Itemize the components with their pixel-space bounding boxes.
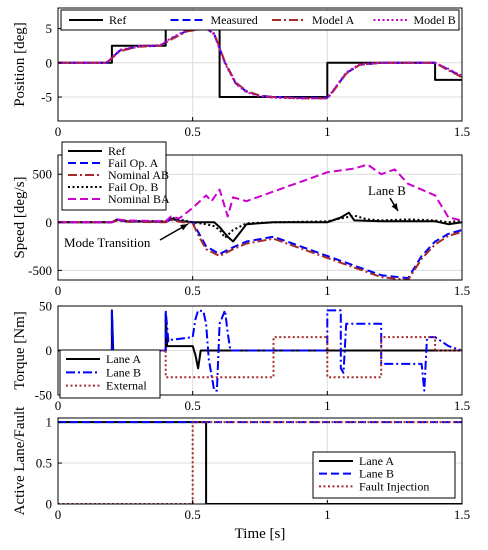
axis-box bbox=[57, 417, 463, 505]
x-tick-label: 1.5 bbox=[454, 398, 470, 413]
series-group bbox=[58, 26, 462, 100]
legend-box bbox=[61, 141, 167, 211]
panel-1: 0 0.5 1 1.5 -5 0 5 Position [deg] Ref Measured Mod… bbox=[12, 7, 470, 139]
x-tick-label: 1.5 bbox=[454, 283, 470, 298]
y-tick-label: -500 bbox=[28, 263, 52, 278]
legend-label: Model B bbox=[413, 13, 455, 27]
series-line-nominal-ab bbox=[58, 218, 462, 280]
legend: Ref Measured Model A Model B bbox=[60, 9, 460, 31]
annotation: Lane B bbox=[368, 183, 406, 212]
legend-box bbox=[60, 9, 460, 31]
panel-4: 0 0.5 1 1.5 0 0.5 1 Active Lane/Fault Time [s] La… bbox=[12, 406, 470, 542]
annotation-label: Lane B bbox=[368, 183, 406, 198]
legend-label: Lane B bbox=[106, 365, 141, 379]
y-axis-label: Active Lane/Fault bbox=[12, 406, 28, 516]
y-tick-label: 500 bbox=[33, 167, 53, 182]
legend-label: Lane A bbox=[359, 454, 394, 468]
series-line-lane-b bbox=[58, 309, 462, 392]
y-axis-label: Torque [Nm] bbox=[12, 311, 28, 390]
series-line-nominal-ba bbox=[58, 163, 462, 224]
y-tick-label: -50 bbox=[35, 388, 52, 403]
x-tick-label: 0.5 bbox=[185, 283, 201, 298]
x-tick-label: 0.5 bbox=[185, 507, 201, 522]
legend-label: Fail Op. B bbox=[108, 180, 158, 194]
y-tick-label: 0 bbox=[46, 55, 53, 70]
annotation-arrowhead bbox=[180, 224, 188, 231]
legend-box bbox=[312, 451, 456, 499]
legend-label: Lane B bbox=[359, 467, 394, 481]
series-line-external bbox=[58, 336, 462, 379]
legend-label: Nominal AB bbox=[108, 168, 169, 182]
axis-box bbox=[57, 154, 463, 281]
annotation: Mode Transition bbox=[64, 223, 189, 250]
legend-label: Lane A bbox=[106, 352, 141, 366]
legend-label: Model A bbox=[312, 13, 355, 27]
y-tick-label: 5 bbox=[46, 21, 53, 36]
legend-label: Nominal BA bbox=[108, 192, 170, 206]
axis-box bbox=[57, 7, 463, 122]
x-tick-label: 1.5 bbox=[454, 124, 470, 139]
x-tick-label: 0 bbox=[55, 283, 62, 298]
legend-label: Ref bbox=[109, 13, 126, 27]
y-tick-label: 0 bbox=[46, 215, 53, 230]
x-tick-label: 1 bbox=[324, 283, 331, 298]
series-line-model-b bbox=[58, 26, 462, 100]
series-group bbox=[58, 163, 462, 280]
x-tick-label: 1 bbox=[324, 124, 331, 139]
y-tick-label: 50 bbox=[39, 299, 52, 314]
y-tick-label: 0 bbox=[46, 343, 53, 358]
legend-label: Measured bbox=[210, 13, 257, 27]
x-tick-label: 0 bbox=[55, 124, 62, 139]
series-line-ref bbox=[58, 27, 462, 98]
y-axis-label: Position [deg] bbox=[12, 22, 28, 107]
x-tick-label: 1 bbox=[324, 507, 331, 522]
x-tick-label: 1 bbox=[324, 398, 331, 413]
annotation-label: Mode Transition bbox=[64, 235, 151, 250]
y-axis-label: Speed [deg/s] bbox=[12, 176, 28, 258]
series-line-fault-injection bbox=[58, 421, 462, 504]
legend-label: External bbox=[106, 379, 147, 393]
legend-label: Ref bbox=[108, 144, 125, 158]
annotation-arrowhead bbox=[391, 203, 398, 211]
y-tick-label: 0 bbox=[46, 497, 53, 512]
x-tick-label: 1.5 bbox=[454, 507, 470, 522]
x-tick-label: 0.5 bbox=[185, 124, 201, 139]
series-line-fail-op-a bbox=[58, 218, 462, 280]
series-group bbox=[58, 421, 462, 504]
x-tick-label: 0.5 bbox=[185, 398, 201, 413]
y-tick-label: 1 bbox=[46, 415, 53, 430]
x-axis-label: Time [s] bbox=[235, 526, 286, 542]
legend-label: Fault Injection bbox=[359, 479, 429, 493]
x-tick-label: 0 bbox=[55, 507, 62, 522]
x-tick-label: 0 bbox=[55, 398, 62, 413]
y-tick-label: -5 bbox=[41, 90, 52, 105]
y-tick-label: 0.5 bbox=[36, 456, 52, 471]
legend-label: Fail Op. A bbox=[108, 156, 159, 170]
